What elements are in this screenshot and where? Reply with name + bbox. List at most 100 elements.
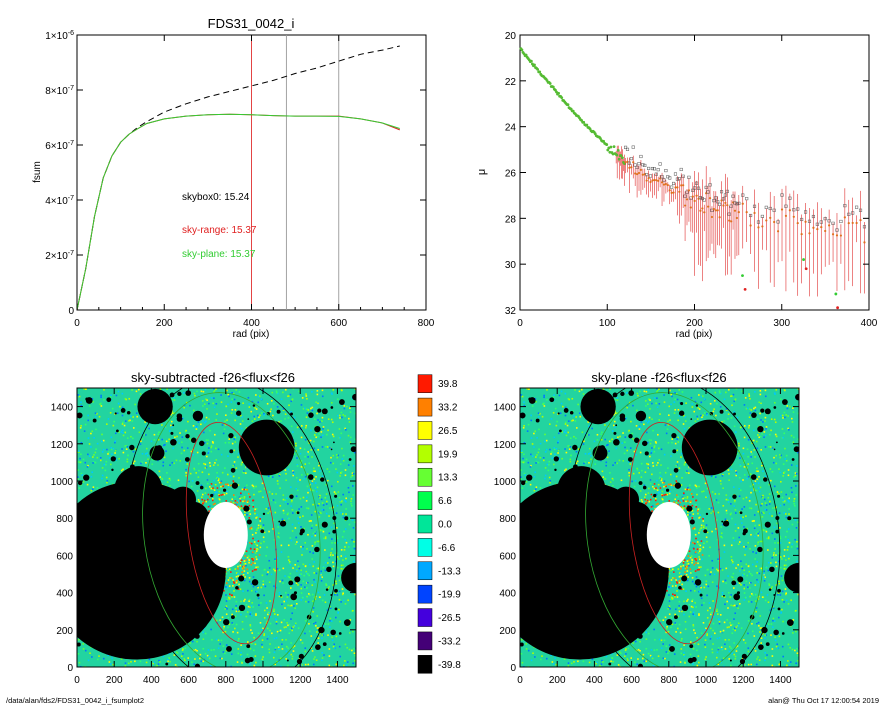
mask-blob: [201, 451, 206, 456]
mu-skybox-point: [815, 222, 819, 226]
noise-pixel: [342, 599, 345, 602]
noise-pixel: [694, 420, 697, 423]
noise-pixel: [299, 479, 301, 481]
noise-pixel: [92, 401, 94, 403]
noise-pixel: [228, 395, 230, 398]
noise-pixel: [329, 448, 331, 450]
noise-pixel: [728, 600, 731, 602]
noise-pixel: [112, 447, 115, 450]
noise-pixel: [567, 665, 570, 667]
noise-pixel: [639, 451, 642, 454]
mu-skybox-point: [695, 181, 699, 185]
noise-pixel: [237, 452, 240, 455]
noise-pixel: [165, 450, 167, 452]
noise-pixel: [321, 651, 323, 654]
noise-pixel: [86, 466, 89, 468]
noise-pixel: [352, 662, 354, 665]
noise-pixel: [247, 555, 250, 557]
noise-pixel: [322, 565, 325, 568]
noise-pixel: [619, 435, 621, 438]
noise-pixel: [633, 485, 636, 488]
noise-pixel: [704, 646, 707, 648]
noise-pixel: [632, 438, 634, 440]
mask-blob: [177, 391, 182, 397]
sky-plane-image-content: [520, 388, 799, 667]
noise-pixel: [315, 401, 317, 404]
noise-pixel: [341, 471, 343, 473]
noise-pixel: [171, 412, 174, 414]
mu-point: [555, 90, 558, 94]
noise-pixel: [560, 402, 563, 405]
noise-pixel: [764, 529, 767, 532]
noise-pixel: [135, 390, 138, 393]
noise-pixel: [262, 536, 265, 539]
mu-point: [800, 233, 803, 236]
noise-pixel: [102, 448, 105, 451]
mu-point: [655, 179, 658, 182]
noise-pixel: [286, 596, 289, 598]
noise-pixel: [316, 412, 318, 415]
noise-pixel: [260, 542, 262, 545]
noise-pixel: [284, 499, 286, 501]
noise-pixel: [288, 576, 291, 579]
mu-skybox-point: [851, 211, 855, 215]
noise-pixel: [246, 653, 249, 656]
mu-skybox-point: [727, 212, 731, 216]
noise-pixel: [709, 607, 711, 609]
noise-pixel: [202, 660, 205, 663]
mu-skybox-point: [706, 190, 710, 194]
mu-point: [605, 143, 609, 146]
noise-pixel: [87, 464, 89, 467]
noise-pixel: [145, 461, 147, 464]
noise-pixel: [286, 622, 288, 624]
noise-pixel: [342, 414, 344, 416]
noise-pixel: [78, 487, 81, 489]
noise-pixel: [105, 460, 108, 463]
noise-pixel: [261, 658, 264, 661]
mask-blob: [229, 449, 234, 454]
noise-pixel: [261, 574, 264, 577]
noise-pixel: [644, 496, 646, 499]
halo-pixel: [237, 565, 239, 568]
noise-pixel: [612, 479, 614, 481]
noise-pixel: [337, 491, 340, 493]
colorbar-label-12: -39.8: [438, 660, 461, 671]
mu-skybox-point: [772, 208, 776, 212]
mu-point: [812, 226, 815, 229]
noise-pixel: [201, 471, 204, 474]
noise-pixel: [117, 402, 120, 405]
halo-pixel: [209, 485, 211, 488]
halo-pixel: [233, 582, 236, 584]
noise-pixel: [282, 408, 285, 410]
noise-pixel: [209, 429, 211, 432]
noise-pixel: [274, 663, 277, 666]
noise-pixel: [235, 503, 238, 506]
noise-pixel: [213, 479, 215, 482]
noise-pixel: [528, 388, 530, 391]
noise-pixel: [341, 447, 343, 450]
noise-pixel: [678, 415, 681, 417]
noise-pixel: [793, 502, 795, 505]
noise-pixel: [312, 440, 315, 443]
mask-blob: [231, 482, 239, 489]
noise-pixel: [306, 572, 309, 575]
noise-pixel: [139, 443, 142, 445]
noise-pixel: [334, 616, 337, 619]
noise-pixel: [337, 398, 339, 401]
noise-pixel: [120, 469, 123, 472]
noise-pixel: [754, 456, 756, 458]
noise-pixel: [182, 653, 184, 655]
noise-pixel: [640, 476, 643, 478]
noise-pixel: [771, 532, 774, 535]
noise-pixel: [320, 579, 323, 582]
noise-pixel: [227, 473, 229, 476]
noise-pixel: [235, 605, 237, 607]
mask-blob: [120, 408, 126, 413]
noise-pixel: [712, 622, 715, 625]
noise-pixel: [305, 416, 308, 419]
noise-pixel: [194, 394, 196, 397]
noise-pixel: [708, 622, 711, 625]
noise-pixel: [752, 551, 754, 553]
noise-pixel: [263, 531, 266, 534]
noise-pixel: [760, 591, 763, 594]
